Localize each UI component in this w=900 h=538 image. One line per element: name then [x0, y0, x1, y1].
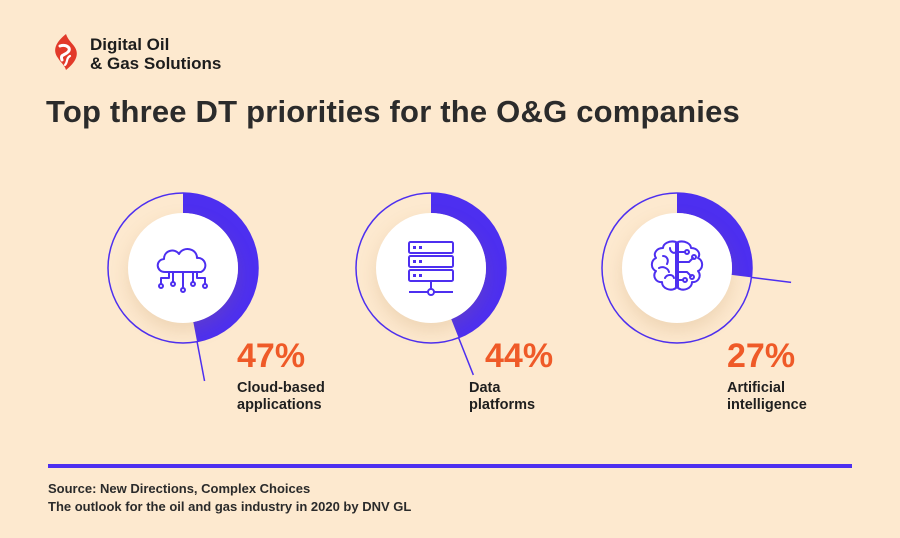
- brain-circuit-icon: [650, 240, 704, 291]
- label-ai: Artificial intelligence: [727, 380, 807, 414]
- source-line1: Source: New Directions, Complex Choices: [48, 481, 311, 496]
- brand-logo: Digital Oil & Gas Solutions: [50, 32, 221, 73]
- percent-value-cloud: 47%: [237, 337, 306, 375]
- percent-value-data: 44%: [485, 337, 554, 375]
- source-line2: The outlook for the oil and gas industry…: [48, 499, 412, 514]
- label-data: Data platforms: [469, 380, 535, 414]
- label-data-line2: platforms: [469, 397, 536, 413]
- label-ai-line2: intelligence: [727, 397, 807, 413]
- label-cloud-line2: applications: [237, 397, 322, 413]
- pointer-line-data: [457, 337, 475, 376]
- ring-chart-ai: [601, 192, 792, 344]
- page-title: Top three DT priorities for the O&G comp…: [46, 94, 740, 129]
- source-note: Source: New Directions, Complex Choices …: [48, 480, 411, 516]
- brand-name-line2: & Gas Solutions: [90, 54, 222, 73]
- flame-logo-icon: [55, 34, 77, 70]
- percent-arc-data: [431, 193, 506, 338]
- icon-disc: [376, 213, 486, 323]
- pointer-line-ai: [751, 276, 792, 284]
- icon-disc: [128, 213, 238, 323]
- label-cloud: Cloud-based applications: [237, 380, 325, 414]
- cloud-network-icon: [156, 248, 208, 293]
- icon-disc: [622, 213, 732, 323]
- percent-arc-cloud: [183, 193, 258, 342]
- server-database-icon: [408, 241, 454, 296]
- brand-name-line1: Digital Oil: [90, 35, 170, 54]
- label-ai-line1: Artificial: [727, 380, 786, 396]
- pointer-line-cloud: [196, 341, 206, 382]
- percent-arc-ai: [677, 193, 752, 278]
- label-cloud-line1: Cloud-based: [237, 380, 325, 396]
- priority-item-cloud: 47% Cloud-based applications: [107, 192, 325, 422]
- priority-item-data: 44% Data platforms: [355, 192, 565, 422]
- source-divider: [48, 464, 852, 468]
- percent-value-ai: 27%: [727, 337, 796, 375]
- priority-item-ai: 27% Artificial intelligence: [601, 192, 811, 422]
- label-data-line1: Data: [469, 380, 501, 396]
- ring-chart-data: [355, 192, 507, 376]
- ring-chart-cloud: [107, 192, 259, 382]
